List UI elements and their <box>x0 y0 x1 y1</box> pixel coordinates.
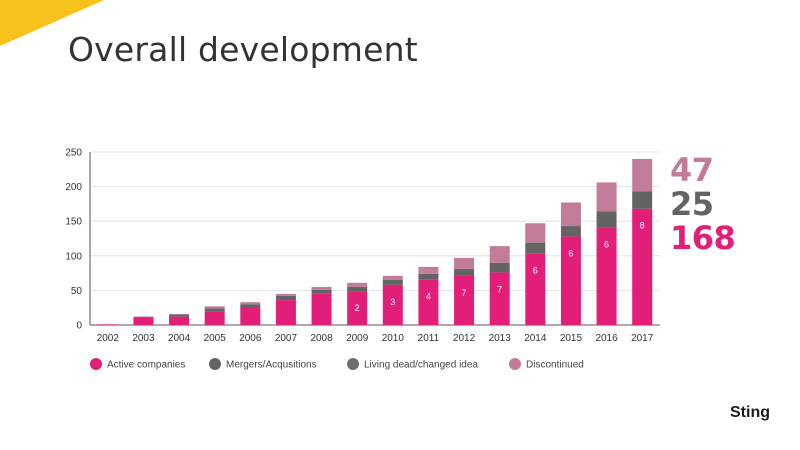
x-tick-label: 2004 <box>168 333 191 344</box>
y-tick-label: 250 <box>65 148 82 159</box>
bar-segment-discontinued-2012 <box>454 257 475 269</box>
bar-segment-mergers-acqusitions-2013 <box>489 262 510 273</box>
legend-label: Discontinued <box>526 360 584 371</box>
bar-data-label: 3 <box>390 297 395 307</box>
bar-segment-discontinued-2017 <box>632 158 653 192</box>
bar-segment-active-companies-2014 <box>525 253 546 325</box>
y-tick-label: 200 <box>65 182 82 193</box>
bar-segment-active-companies-2004 <box>169 316 190 325</box>
bar-segment-active-companies-2012 <box>454 275 475 325</box>
bar-segment-mergers-acqusitions-2009 <box>347 286 368 292</box>
bar-segment-discontinued-2011 <box>418 266 439 274</box>
legend-label: Active companies <box>107 360 185 371</box>
x-tick-label: 2008 <box>310 333 333 344</box>
totals-summary: 47 25 168 <box>670 151 736 257</box>
bar-segment-mergers-acqusitions-2010 <box>382 280 403 285</box>
x-tick-label: 2013 <box>489 333 512 344</box>
x-tick-label: 2011 <box>418 333 440 344</box>
x-tick-label: 2014 <box>524 333 547 344</box>
bar-segment-mergers-acqusitions-2017 <box>632 191 653 209</box>
bar-segment-mergers-acqusitions-2006 <box>240 304 261 308</box>
bar-segment-active-companies-2015 <box>560 236 581 325</box>
brand-logo: Sting <box>730 404 770 421</box>
bar-data-label: 7 <box>497 284 502 294</box>
bar-segment-mergers-acqusitions-2016 <box>596 211 617 228</box>
bar-segment-discontinued-2007 <box>275 293 296 296</box>
bar-segment-active-companies-2013 <box>489 272 510 325</box>
bar-segment-active-companies-2017 <box>632 208 653 325</box>
bar-data-label: 4 <box>426 291 431 301</box>
bar-data-label: 6 <box>568 248 573 258</box>
x-tick-label: 2012 <box>453 333 476 344</box>
bar-segment-active-companies-2009 <box>347 291 368 325</box>
x-tick-label: 2010 <box>382 333 405 344</box>
bar-segment-discontinued-2006 <box>240 302 261 305</box>
y-tick-label: 150 <box>65 217 82 228</box>
bar-segment-mergers-acqusitions-2014 <box>525 242 546 254</box>
bar-segment-active-companies-2002 <box>97 324 118 325</box>
accent-corner <box>0 0 104 46</box>
bar-segment-mergers-acqusitions-2015 <box>560 226 581 237</box>
bar-segment-active-companies-2005 <box>204 311 225 325</box>
bar-segment-mergers-acqusitions-2011 <box>418 273 439 280</box>
bar-segment-mergers-acqusitions-2008 <box>311 289 332 294</box>
bar-segment-active-companies-2006 <box>240 307 261 325</box>
bar-segment-active-companies-2010 <box>382 284 403 325</box>
bar-segment-discontinued-2004 <box>169 313 190 315</box>
bar-segment-mergers-acqusitions-2005 <box>204 308 225 312</box>
bar-segment-active-companies-2003 <box>133 317 154 325</box>
bar-segment-active-companies-2016 <box>596 227 617 325</box>
bar-segment-discontinued-2008 <box>311 286 332 290</box>
x-tick-label: 2002 <box>97 333 120 344</box>
bar-segment-active-companies-2008 <box>311 293 332 325</box>
x-tick-label: 2006 <box>239 333 262 344</box>
legend-marker <box>347 358 359 370</box>
bar-data-label: 6 <box>533 266 538 276</box>
bar-segment-discontinued-2015 <box>560 202 581 227</box>
bar-segment-mergers-acqusitions-2012 <box>454 268 475 276</box>
bar-segment-mergers-acqusitions-2003 <box>133 316 154 318</box>
slide-title: Overall development <box>68 30 418 69</box>
total-mergers: 25 <box>670 185 714 223</box>
x-tick-label: 2007 <box>275 333 298 344</box>
legend-label: Mergers/Acqusitions <box>226 360 317 371</box>
bar-segment-discontinued-2016 <box>596 182 617 212</box>
x-tick-label: 2005 <box>204 333 227 344</box>
legend-marker <box>209 358 221 370</box>
y-tick-label: 0 <box>76 321 82 332</box>
y-tick-label: 100 <box>65 251 82 262</box>
bar-segment-mergers-acqusitions-2004 <box>169 314 190 317</box>
bar-segment-active-companies-2011 <box>418 279 439 325</box>
x-tick-label: 2016 <box>595 333 618 344</box>
x-tick-label: 2017 <box>631 333 654 344</box>
bar-segment-discontinued-2005 <box>204 306 225 309</box>
legend-marker <box>509 358 521 370</box>
legend-marker <box>90 358 102 370</box>
legend-label: Living dead/changed idea <box>364 360 478 371</box>
bar-data-label: 8 <box>640 221 645 231</box>
x-tick-label: 2009 <box>346 333 369 344</box>
bar-data-label: 6 <box>604 239 609 249</box>
x-tick-label: 2015 <box>560 333 583 344</box>
bar-segment-discontinued-2014 <box>525 223 546 243</box>
bar-segment-discontinued-2010 <box>382 275 403 281</box>
total-discontinued: 47 <box>670 151 714 189</box>
x-tick-label: 2003 <box>132 333 155 344</box>
bar-segment-active-companies-2007 <box>275 300 296 325</box>
total-active: 168 <box>670 219 736 257</box>
bar-segment-discontinued-2009 <box>347 282 368 287</box>
bar-data-label: 7 <box>462 288 467 298</box>
bar-data-label: 2 <box>355 303 360 313</box>
bar-segment-discontinued-2013 <box>489 246 510 263</box>
bar-segment-mergers-acqusitions-2007 <box>275 295 296 301</box>
y-tick-label: 50 <box>71 286 83 297</box>
